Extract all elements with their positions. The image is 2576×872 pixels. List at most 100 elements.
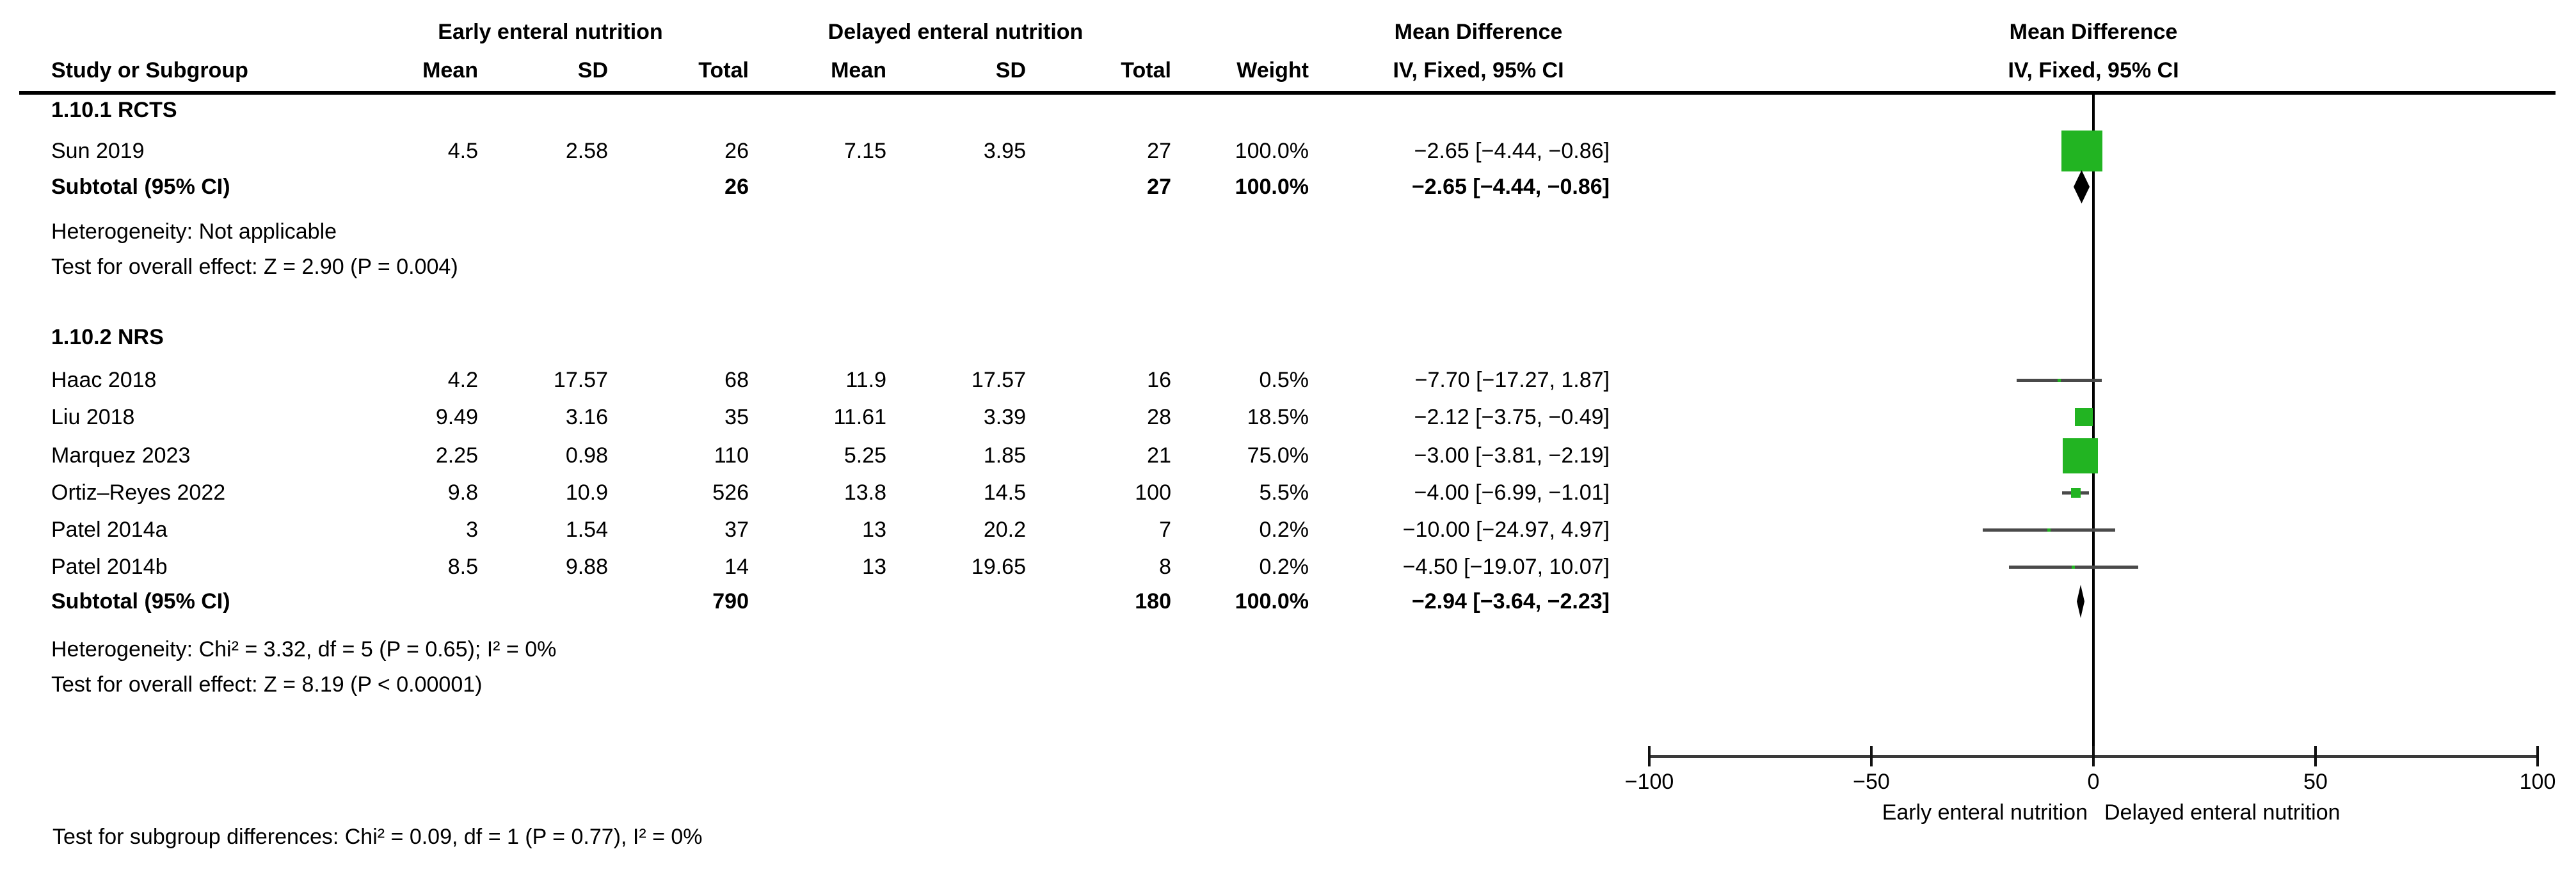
plot-method-header: IV, Fixed, 95% CI [2008,58,2179,83]
cell-sd2: 3.95 [983,139,1026,163]
study-name: Haac 2018 [51,368,157,392]
subtotal-diamond [2077,585,2084,618]
cell-sd1: 10.9 [565,480,608,505]
cell-total2: 16 [1147,368,1171,392]
cell-mean1: 4.2 [447,368,478,392]
cell-sd1: 9.88 [565,555,608,579]
cell-mean1: 9.8 [447,480,478,505]
cell-total2: 27 [1147,175,1171,199]
effect-column-header: Mean Difference [1394,20,1563,44]
group1-header: Early enteral nutrition [438,20,663,44]
cell-sd1: 17.57 [553,368,608,392]
cell-total2: 27 [1147,139,1171,163]
favour-right-label: Delayed enteral nutrition [2104,800,2340,825]
study-name: Liu 2018 [51,405,135,429]
group2-header: Delayed enteral nutrition [828,20,1084,44]
cell-mean1: 9.49 [435,405,478,429]
cell-sd1: 3.16 [565,405,608,429]
cell-total1: 790 [712,589,749,614]
effect-square [2047,528,2051,532]
cell-mean1: 8.5 [447,555,478,579]
cell-total1: 68 [724,368,749,392]
cell-sd2: 14.5 [983,480,1026,505]
subgroup-title: 1.10.1 RCTS [51,98,177,122]
group2-total-header: Total [1121,58,1171,83]
cell-sd2: 20.2 [983,518,1026,542]
cell-weight: 75.0% [1247,443,1309,468]
cell-ci-text: −4.50 [−19.07, 10.07] [1402,555,1610,579]
cell-mean1: 4.5 [447,139,478,163]
cell-mean2: 13.8 [844,480,886,505]
favour-left-label: Early enteral nutrition [1882,800,2088,825]
axis-tick-label: 100 [2519,770,2556,794]
cell-sd2: 1.85 [983,443,1026,468]
heterogeneity-note: Heterogeneity: Chi² = 3.32, df = 5 (P = … [51,637,557,662]
cell-mean2: 5.25 [844,443,886,468]
axis-tick [1648,746,1651,766]
cell-sd1: 0.98 [565,443,608,468]
cell-total1: 26 [724,175,749,199]
subtotal-label: Subtotal (95% CI) [51,589,230,614]
cell-sd1: 2.58 [565,139,608,163]
cell-sd1: 1.54 [565,518,608,542]
cell-mean2: 7.15 [844,139,886,163]
subtotal-label: Subtotal (95% CI) [51,175,230,199]
axis-tick-label: 0 [2087,770,2100,794]
cell-mean1: 2.25 [435,443,478,468]
study-name: Patel 2014b [51,555,168,579]
group1-sd-header: SD [577,58,608,83]
subgroup-title: 1.10.2 NRS [51,325,164,349]
cell-total2: 7 [1159,518,1171,542]
axis-tick-label: −50 [1853,770,1890,794]
cell-weight: 100.0% [1235,589,1309,614]
study-column-header: Study or Subgroup [51,58,248,83]
axis-tick-label: 50 [2303,770,2328,794]
cell-total1: 110 [714,443,749,468]
effect-square [2075,408,2093,426]
study-name: Marquez 2023 [51,443,191,468]
cell-weight: 0.2% [1259,555,1309,579]
cell-ci-text: −10.00 [−24.97, 4.97] [1402,518,1610,542]
header-rule [19,91,2556,95]
effect-square [2071,488,2081,498]
group1-mean-header: Mean [422,58,478,83]
cell-total1: 37 [724,518,749,542]
cell-ci-text: −2.12 [−3.75, −0.49] [1414,405,1610,429]
cell-sd2: 19.65 [971,555,1026,579]
cell-total2: 28 [1147,405,1171,429]
axis-tick [2314,746,2317,766]
method-column-header: IV, Fixed, 95% CI [1393,58,1564,83]
study-name: Patel 2014a [51,518,168,542]
cell-weight: 100.0% [1235,175,1309,199]
cell-ci-text: −4.00 [−6.99, −1.01] [1414,480,1610,505]
cell-total2: 8 [1159,555,1171,579]
weight-column-header: Weight [1236,58,1309,83]
cell-weight: 0.5% [1259,368,1309,392]
cell-weight: 100.0% [1235,139,1309,163]
cell-total1: 26 [724,139,749,163]
effect-square [2063,438,2098,473]
cell-sd2: 17.57 [971,368,1026,392]
cell-weight: 5.5% [1259,480,1309,505]
cell-ci-text: −2.94 [−3.64, −2.23] [1411,589,1610,614]
effect-square [2061,131,2102,171]
cell-weight: 18.5% [1247,405,1309,429]
cell-ci-text: −7.70 [−17.27, 1.87] [1414,368,1610,392]
group1-total-header: Total [698,58,749,83]
axis-tick [1870,746,1873,766]
study-name: Sun 2019 [51,139,145,163]
subgroup-differences-note: Test for subgroup differences: Chi² = 0.… [52,825,703,849]
cell-total1: 35 [724,405,749,429]
plot-effect-header: Mean Difference [2009,20,2178,44]
cell-total2: 180 [1135,589,1171,614]
effect-square [2058,379,2061,382]
cell-ci-text: −3.00 [−3.81, −2.19] [1414,443,1610,468]
axis-tick-label: −100 [1624,770,1674,794]
cell-weight: 0.2% [1259,518,1309,542]
cell-mean2: 11.61 [833,405,886,429]
group2-sd-header: SD [995,58,1026,83]
overall-effect-note: Test for overall effect: Z = 8.19 (P < 0… [51,672,483,697]
cell-mean2: 13 [862,555,886,579]
cell-mean2: 13 [862,518,886,542]
cell-total2: 21 [1147,443,1171,468]
